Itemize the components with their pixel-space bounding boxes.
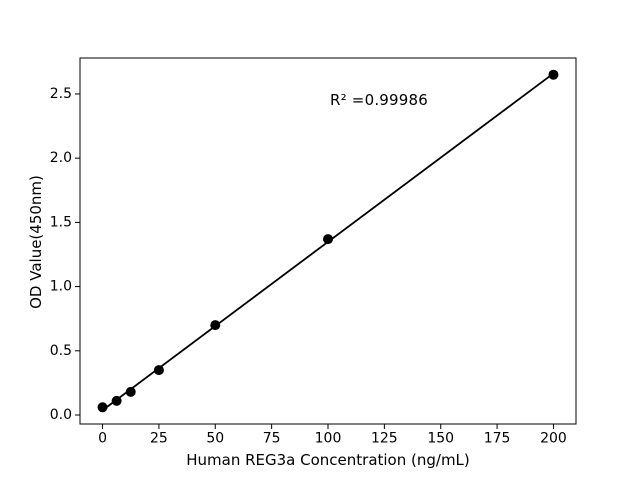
x-tick-label: 150 <box>427 431 454 447</box>
y-tick-label: 1.0 <box>50 279 72 295</box>
y-tick-label: 0.0 <box>50 407 72 423</box>
x-tick-label: 75 <box>263 431 281 447</box>
x-tick-label: 100 <box>315 431 342 447</box>
y-tick-label: 0.5 <box>50 343 72 359</box>
x-tick-label: 175 <box>484 431 511 447</box>
data-point <box>323 234 333 245</box>
data-point <box>125 386 136 397</box>
x-tick-label: 200 <box>540 431 567 447</box>
data-point <box>97 402 108 413</box>
x-tick-label: 125 <box>371 431 398 447</box>
data-point <box>153 365 164 376</box>
x-tick-label: 50 <box>206 431 224 447</box>
x-tick-label: 25 <box>150 431 168 447</box>
x-tick-label: 0 <box>98 431 107 447</box>
y-tick-label: 2.0 <box>50 150 72 166</box>
data-point <box>111 395 122 406</box>
y-tick-label: 2.5 <box>50 86 72 102</box>
y-tick-label: 1.5 <box>50 214 72 230</box>
x-axis-label: Human REG3a Concentration (ng/mL) <box>186 451 470 469</box>
r-squared-annotation: R² =0.99986 <box>330 91 429 109</box>
y-axis-label: OD Value(450nm) <box>27 175 45 309</box>
data-point <box>548 69 559 80</box>
data-point <box>210 320 221 331</box>
